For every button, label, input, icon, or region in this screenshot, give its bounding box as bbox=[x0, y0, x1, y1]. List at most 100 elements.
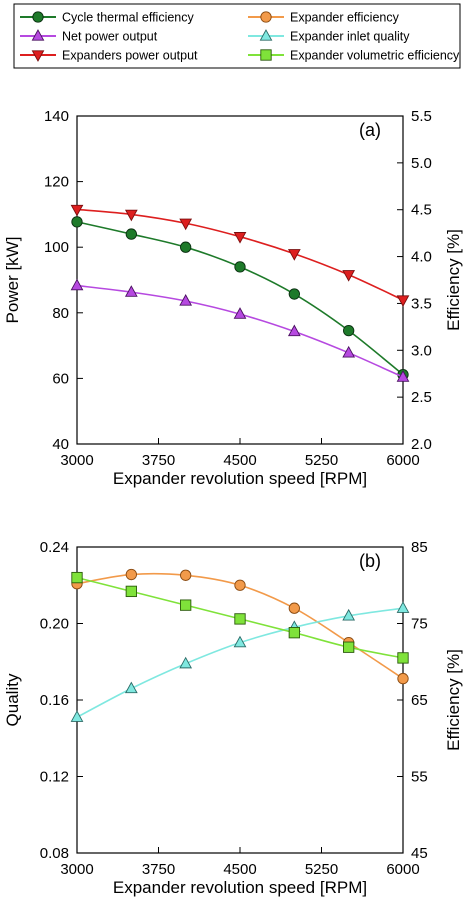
x-tick-label: 5250 bbox=[305, 452, 338, 469]
y-tick-label: 120 bbox=[44, 174, 69, 191]
x-axis-label: Expander revolution speed [RPM] bbox=[113, 878, 367, 897]
y2-tick-label: 4.0 bbox=[411, 249, 432, 266]
y-axis-label: Power [kW] bbox=[3, 237, 22, 324]
data-point-npo-0 bbox=[70, 278, 84, 291]
y2-tick-label: 3.5 bbox=[411, 295, 432, 312]
x-tick-label: 6000 bbox=[386, 452, 419, 469]
y-tick-label: 60 bbox=[52, 370, 69, 387]
legend-label-epo: Expanders power output bbox=[62, 49, 198, 63]
data-point-eve-6 bbox=[397, 652, 409, 664]
x-axis-label: Expander revolution speed [RPM] bbox=[113, 469, 367, 488]
y-tick-label: 80 bbox=[52, 305, 69, 322]
data-point-epo-0 bbox=[70, 204, 84, 217]
data-point-eiq-6 bbox=[396, 601, 410, 613]
legend-label-cte: Cycle thermal efficiency bbox=[62, 11, 195, 25]
data-point-ee-6 bbox=[397, 672, 409, 685]
data-point-cte-5 bbox=[343, 324, 355, 337]
y-tick-label: 0.08 bbox=[40, 845, 69, 862]
data-point-npo-1 bbox=[124, 285, 138, 297]
panel-b: 3000 3750 4500 5250 6000 0.08 0.12 0.16 0.20 0.24… bbox=[3, 539, 463, 897]
data-point-cte-2 bbox=[180, 241, 192, 253]
legend-entry-ee: Expander efficiency bbox=[248, 11, 400, 25]
data-point-ee-1 bbox=[125, 568, 137, 581]
data-point-eve-5 bbox=[343, 641, 355, 653]
series-line-epo bbox=[76, 208, 404, 301]
x-tick-label: 3750 bbox=[142, 452, 175, 469]
y2-axis-label: Efficiency [%] bbox=[444, 229, 463, 331]
data-point-eve-0 bbox=[71, 571, 83, 584]
data-point-cte-0 bbox=[71, 216, 83, 228]
data-point-eve-1 bbox=[125, 585, 137, 598]
data-point-cte-4 bbox=[288, 288, 300, 300]
series-ee bbox=[71, 568, 409, 685]
legend-marker-eve bbox=[260, 49, 272, 61]
data-point-eve-4 bbox=[288, 627, 300, 639]
series-cte bbox=[71, 216, 409, 381]
legend: Cycle thermal efficiency Expander efficie… bbox=[20, 11, 460, 63]
series-epo bbox=[70, 204, 410, 307]
data-point-cte-1 bbox=[125, 228, 137, 240]
y-tick-label: 0.24 bbox=[40, 539, 69, 556]
y2-tick-label: 45 bbox=[411, 845, 428, 862]
data-point-epo-3 bbox=[233, 232, 247, 244]
data-point-npo-2 bbox=[179, 294, 193, 306]
data-point-ee-4 bbox=[288, 602, 300, 614]
y2-tick-label: 55 bbox=[411, 769, 428, 786]
data-point-epo-1 bbox=[124, 209, 138, 222]
data-point-eve-3 bbox=[234, 613, 246, 625]
y2-tick-label: 85 bbox=[411, 539, 428, 556]
plot-frame bbox=[76, 115, 404, 445]
x-tick-label: 5250 bbox=[305, 861, 338, 878]
y2-tick-label: 75 bbox=[411, 616, 428, 633]
data-point-npo-3 bbox=[233, 307, 247, 319]
y-tick-label: 40 bbox=[52, 436, 69, 453]
legend-box bbox=[13, 3, 461, 69]
data-point-ee-2 bbox=[180, 569, 192, 581]
y2-tick-label: 3.0 bbox=[411, 342, 432, 359]
y2-tick-label: 5.0 bbox=[411, 155, 432, 172]
x-tick-label: 3000 bbox=[60, 861, 93, 878]
data-point-npo-5 bbox=[342, 345, 356, 358]
data-point-eiq-3 bbox=[233, 635, 247, 648]
x-tick-label: 4500 bbox=[223, 861, 256, 878]
y-tick-label: 0.16 bbox=[40, 692, 69, 709]
legend-label-eve: Expander volumetric efficiency bbox=[290, 49, 460, 63]
legend-entry-npo: Net power output bbox=[20, 29, 158, 44]
data-point-ee-3 bbox=[234, 579, 246, 591]
y2-tick-label: 2.0 bbox=[411, 436, 432, 453]
legend-entry-eve: Expander volumetric efficiency bbox=[248, 49, 460, 63]
legend-entry-eiq: Expander inlet quality bbox=[248, 29, 410, 44]
legend-label-ee: Expander efficiency bbox=[290, 11, 400, 25]
y2-axis-label: Efficiency [%] bbox=[444, 649, 463, 751]
legend-marker-epo bbox=[31, 50, 45, 62]
data-point-epo-5 bbox=[342, 270, 356, 282]
legend-entry-epo: Expanders power output bbox=[20, 49, 198, 63]
data-point-eiq-0 bbox=[70, 710, 84, 722]
legend-marker-cte bbox=[32, 11, 44, 23]
y2-tick-label: 4.5 bbox=[411, 202, 432, 219]
legend-marker-npo bbox=[31, 29, 45, 41]
legend-label-npo: Net power output bbox=[62, 30, 158, 44]
data-point-eiq-1 bbox=[124, 681, 138, 694]
legend-marker-eiq bbox=[259, 29, 273, 41]
data-point-eve-2 bbox=[180, 599, 192, 611]
y2-tick-label: 2.5 bbox=[411, 389, 432, 406]
data-point-epo-2 bbox=[179, 218, 193, 231]
y-tick-label: 140 bbox=[44, 108, 69, 125]
y-axis-label: Quality bbox=[3, 673, 22, 726]
series-eve bbox=[71, 571, 409, 664]
series-npo bbox=[70, 278, 410, 382]
panel-label: (a) bbox=[359, 120, 381, 140]
legend-entry-cte: Cycle thermal efficiency bbox=[20, 11, 195, 25]
y-tick-label: 0.12 bbox=[40, 769, 69, 786]
y2-tick-label: 65 bbox=[411, 692, 428, 709]
legend-label-eiq: Expander inlet quality bbox=[290, 30, 410, 44]
x-tick-label: 3000 bbox=[60, 452, 93, 469]
y2-tick-label: 5.5 bbox=[411, 108, 432, 125]
series-line-cte bbox=[76, 221, 404, 376]
data-point-epo-6 bbox=[396, 295, 410, 307]
data-point-eiq-5 bbox=[342, 608, 356, 621]
data-point-epo-4 bbox=[287, 249, 301, 261]
data-point-npo-4 bbox=[287, 324, 301, 337]
